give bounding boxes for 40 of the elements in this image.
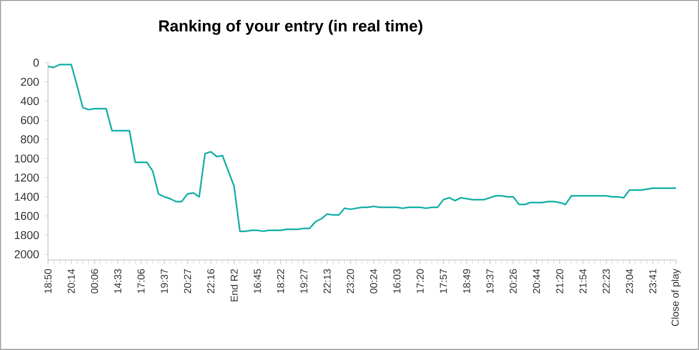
x-tick-label: 16:03 bbox=[393, 269, 400, 293]
x-tick-label: 18:22 bbox=[277, 269, 284, 293]
x-tick-label: 20:27 bbox=[184, 269, 192, 294]
x-tick-label: 17:57 bbox=[440, 269, 447, 293]
x-tick-label: 18:49 bbox=[463, 269, 470, 293]
y-tick-label: 1200 bbox=[14, 174, 39, 182]
y-tick-label: 200 bbox=[20, 78, 39, 86]
y-tick-label: 1800 bbox=[14, 231, 39, 240]
x-tick-label: Close of play bbox=[671, 268, 681, 326]
chart-title: Ranking of your entry (in real time) bbox=[159, 20, 422, 35]
x-tick-label: 21:20 bbox=[556, 269, 564, 294]
x-tick-label: 20:14 bbox=[68, 269, 75, 294]
y-tick-label: 600 bbox=[20, 116, 39, 124]
x-tick-label: 22:23 bbox=[602, 269, 610, 294]
x-tick-label: 00:24 bbox=[370, 269, 378, 294]
x-tick-label: 18:50 bbox=[44, 269, 52, 293]
y-tick-label: 400 bbox=[20, 96, 39, 105]
x-tick-label: 20:26 bbox=[510, 269, 517, 294]
x-tick-label: 20:44 bbox=[532, 269, 540, 294]
x-tick-label: 19:37 bbox=[160, 269, 168, 293]
x-tick-label: 23:20 bbox=[346, 269, 354, 294]
y-tick-label: 1400 bbox=[14, 192, 39, 201]
x-tick-label: 17:06 bbox=[138, 269, 145, 293]
x-tick-label: 19:37 bbox=[486, 269, 494, 293]
y-tick-label: 1600 bbox=[14, 212, 39, 220]
x-tick-label: 22:13 bbox=[324, 269, 331, 294]
x-tick-label: End R2 bbox=[230, 269, 238, 302]
y-tick-label: 1000 bbox=[14, 154, 39, 162]
y-tick-label: 2000 bbox=[14, 250, 39, 258]
y-tick-label: 800 bbox=[20, 135, 39, 144]
x-tick-label: 23:04 bbox=[626, 269, 634, 294]
y-tick-label: 0 bbox=[33, 58, 39, 67]
x-tick-label: 23:41 bbox=[649, 269, 656, 294]
x-tick-label: 19:27 bbox=[300, 269, 308, 293]
x-tick-label: 17:20 bbox=[416, 269, 424, 293]
x-tick-label: 21:54 bbox=[579, 269, 587, 294]
x-tick-label: 16:45 bbox=[254, 269, 261, 293]
x-tick-label: 14:33 bbox=[114, 269, 122, 293]
x-tick-label: 22:16 bbox=[207, 269, 214, 294]
x-tick-label: 00:06 bbox=[90, 269, 98, 294]
